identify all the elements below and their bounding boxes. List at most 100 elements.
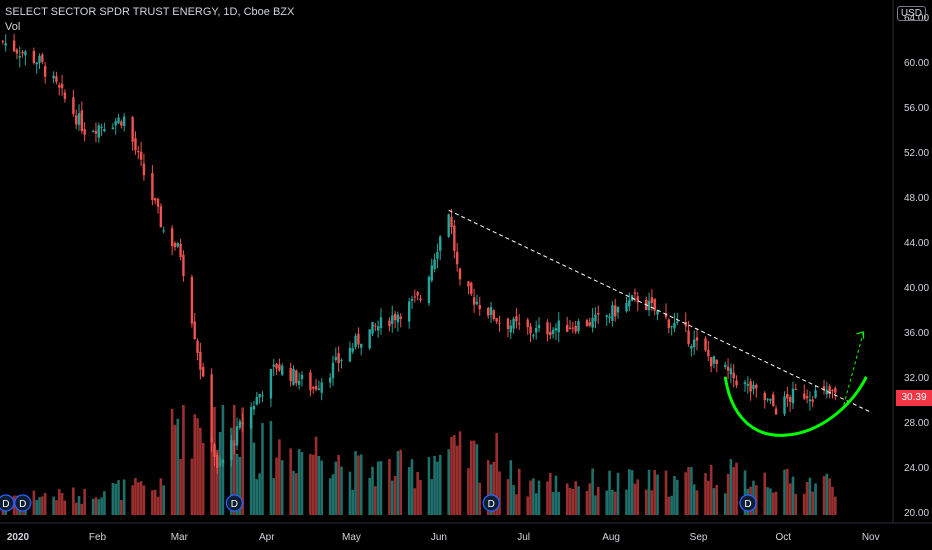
candle-body	[218, 463, 222, 465]
candle-body	[605, 315, 608, 317]
candle-body	[1, 41, 5, 43]
volume-bar	[272, 478, 276, 515]
volume-bar	[664, 470, 668, 515]
volume-bar	[300, 452, 304, 515]
volume-bar	[687, 467, 690, 515]
dividend-marker-circle	[482, 494, 500, 512]
volume-bar	[314, 436, 318, 515]
volume-indicator-label[interactable]: Vol	[5, 21, 21, 33]
resistance-trendline	[448, 209, 873, 414]
volume-bar	[153, 489, 157, 515]
candle-body	[399, 316, 402, 320]
volume-bar	[190, 458, 194, 515]
volume-bar	[489, 464, 493, 515]
volume-bar	[396, 451, 400, 515]
volume-bar	[831, 486, 834, 515]
candle-body	[690, 345, 693, 349]
candle-body	[83, 129, 86, 135]
volume-bar	[52, 496, 55, 515]
candle-body	[667, 319, 671, 329]
candle-body	[715, 359, 718, 364]
candle-body	[577, 321, 580, 332]
candle-body	[436, 252, 439, 259]
candle-body	[272, 364, 275, 367]
time-axis[interactable]: 2020 Feb Mar Apr May Jun Jul Aug Sep Oct Nov	[7, 532, 880, 543]
volume-bar	[275, 457, 278, 515]
volume-bar	[811, 491, 815, 515]
candle-body	[379, 317, 383, 329]
candle-body	[249, 407, 253, 429]
time-tick-label: Nov	[862, 532, 880, 543]
candle-body	[834, 388, 837, 393]
candle-body	[360, 343, 363, 348]
candle-body	[18, 56, 21, 58]
candle-body	[574, 325, 577, 332]
dividend-marker[interactable]: D	[739, 494, 757, 512]
candle-body	[611, 305, 614, 321]
volume-bar	[399, 449, 403, 515]
candle-body	[255, 396, 259, 405]
price-tick-label: 52.00	[904, 148, 929, 159]
volume-bar	[215, 449, 219, 515]
volume-bar	[512, 485, 515, 515]
candle-body	[470, 282, 473, 294]
dividend-marker[interactable]: D	[482, 494, 500, 512]
candle-body	[351, 348, 354, 352]
price-axis[interactable]: 64.00 60.00 56.00 52.00 48.00 44.00 40.00 36.00…	[904, 13, 929, 519]
candle-body	[772, 394, 775, 406]
volume-bar	[97, 499, 101, 515]
volume-bar	[636, 479, 640, 515]
volume-bar	[328, 478, 332, 515]
candle-body	[241, 422, 244, 425]
volume-bar	[763, 472, 767, 515]
candle-body	[726, 366, 730, 371]
volume-group	[1, 405, 837, 515]
price-tick-label: 36.00	[904, 328, 929, 339]
dividend-marker[interactable]: D	[0, 494, 15, 512]
price-tick-label: 40.00	[904, 283, 929, 294]
candle-body	[159, 206, 163, 228]
volume-bar	[450, 436, 453, 515]
candle-body	[97, 125, 100, 138]
dividend-marker[interactable]: D	[14, 494, 32, 512]
volume-bar	[139, 481, 143, 515]
candle-body	[281, 365, 284, 375]
candle-body	[430, 265, 433, 281]
candle-body	[320, 382, 323, 393]
candle-body	[300, 374, 304, 380]
candle-body	[453, 225, 456, 251]
volume-bar	[57, 489, 61, 515]
volume-bar	[122, 479, 126, 515]
volume-bar	[199, 427, 202, 515]
candle-body	[210, 374, 213, 443]
candle-body	[571, 327, 575, 329]
last-price-tag: 30.39	[896, 390, 932, 406]
candle-body	[695, 337, 699, 341]
volume-bar	[295, 473, 298, 515]
candle-body	[154, 198, 157, 201]
candle-body	[317, 388, 321, 390]
candle-body	[427, 276, 431, 304]
candle-body	[199, 351, 202, 370]
candle-body	[794, 388, 798, 390]
projection-arrow-line	[843, 331, 865, 406]
volume-bar	[808, 477, 812, 515]
time-tick-label: Feb	[89, 532, 107, 543]
volume-bar	[151, 490, 154, 515]
candle-body	[32, 50, 36, 63]
volume-bar	[162, 485, 165, 515]
candle-body	[357, 333, 360, 345]
candle-body	[354, 335, 357, 348]
price-tick-label: 64.00	[904, 13, 929, 24]
volume-bar	[515, 494, 518, 515]
price-tick-label: 44.00	[904, 238, 929, 249]
currency-badge[interactable]: USD	[896, 6, 926, 21]
volume-bar	[675, 479, 679, 515]
candle-body	[63, 92, 67, 99]
volume-bar	[656, 474, 659, 515]
volume-bar	[261, 423, 264, 515]
dividend-marker[interactable]: D	[225, 494, 244, 512]
candle-body	[509, 325, 512, 333]
